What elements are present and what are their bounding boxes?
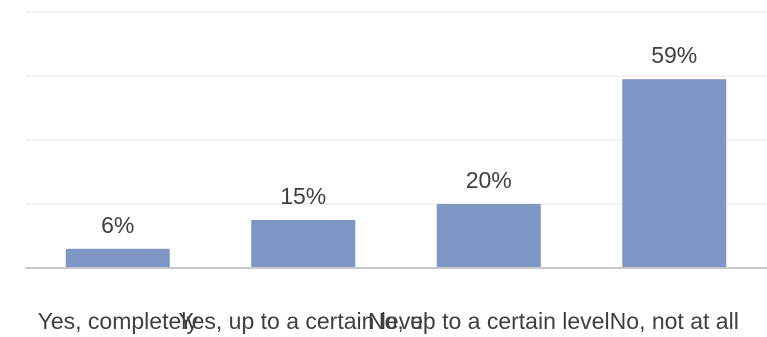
data-label: 15%: [280, 183, 326, 209]
category-label: Yes, completely: [38, 308, 199, 334]
category-label: Yes, up to a certain level: [178, 308, 428, 334]
data-labels: 6% 15% 20% 59%: [101, 42, 697, 238]
data-label: 59%: [651, 42, 697, 68]
bars: [65, 79, 727, 268]
bar: [436, 204, 541, 268]
bar: [251, 220, 356, 268]
bar: [622, 79, 727, 268]
category-label: No, up to a certain level: [368, 308, 610, 334]
bar: [65, 248, 170, 268]
category-label: No, not at all: [610, 308, 739, 334]
data-label: 6%: [101, 212, 134, 238]
data-label: 20%: [466, 167, 512, 193]
